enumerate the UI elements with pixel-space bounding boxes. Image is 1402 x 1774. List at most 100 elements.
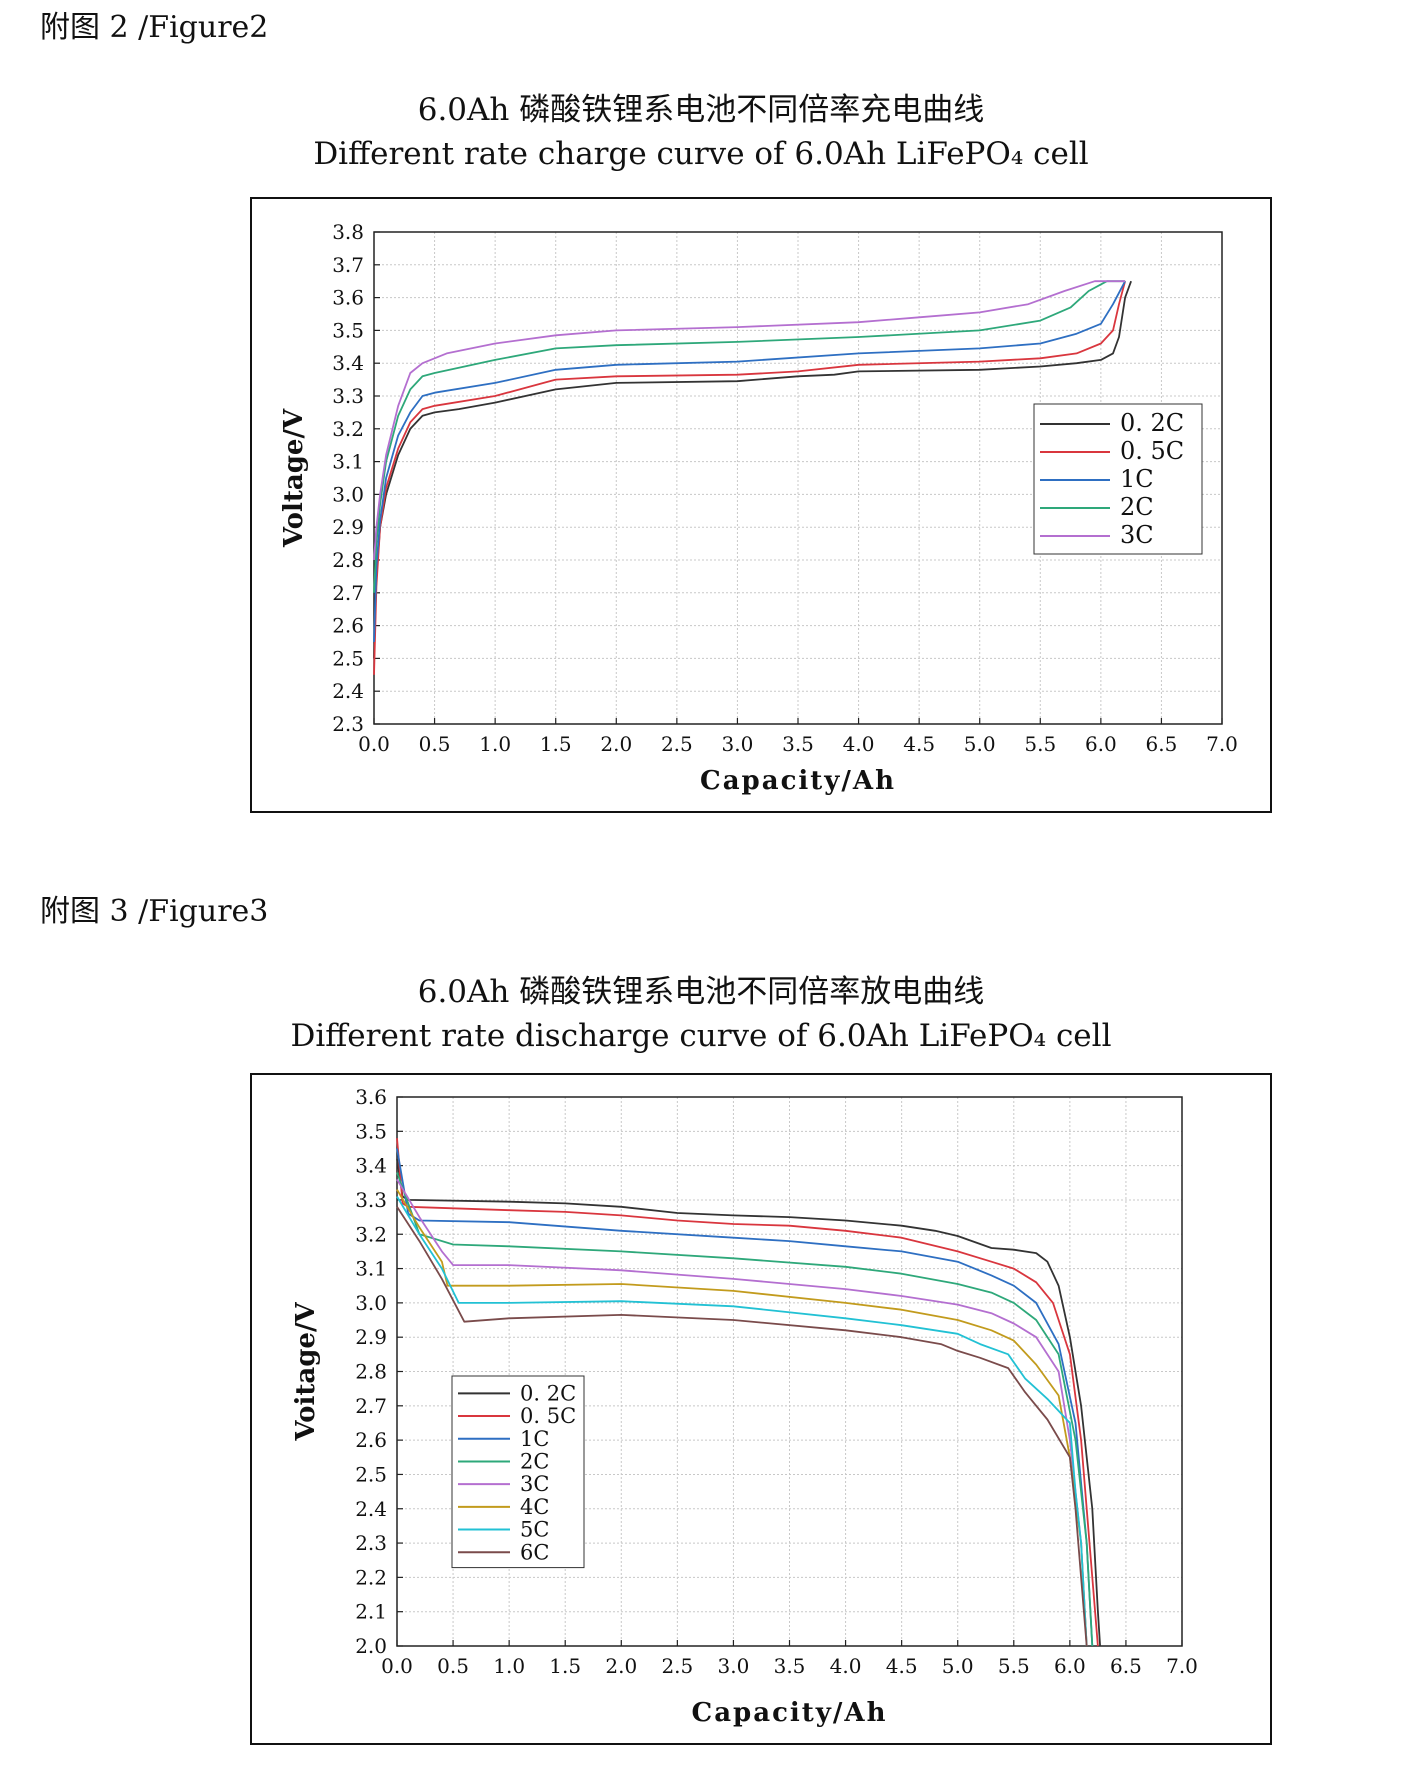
y-tick-label: 2.5 xyxy=(332,646,364,670)
y-tick-label: 2.9 xyxy=(332,515,364,539)
series-line-6c xyxy=(396,1206,1088,1647)
legend-label: 0. 5C xyxy=(520,1404,576,1428)
y-tick-label: 3.3 xyxy=(355,1188,387,1212)
y-tick-label: 2.1 xyxy=(355,1600,387,1624)
y-tick-label: 2.7 xyxy=(332,581,364,605)
y-axis-label: Voitage/V xyxy=(291,1302,321,1442)
x-tick-label: 4.5 xyxy=(886,1654,918,1678)
y-tick-label: 3.2 xyxy=(332,417,364,441)
legend-label: 3C xyxy=(520,1472,549,1496)
x-tick-label: 2.5 xyxy=(661,732,693,756)
x-tick-label: 0.0 xyxy=(381,1654,413,1678)
x-tick-label: 6.0 xyxy=(1085,732,1117,756)
legend-label: 2C xyxy=(1120,493,1154,521)
y-axis-label: Voltage/V xyxy=(279,408,309,548)
series-line-1c xyxy=(396,1148,1094,1647)
y-tick-label: 2.3 xyxy=(355,1531,387,1555)
y-tick-label: 2.4 xyxy=(332,679,364,703)
figure2-title-cn: 6.0Ah 磷酸铁锂系电池不同倍率充电曲线 xyxy=(417,92,985,128)
series-line-3c xyxy=(396,1178,1088,1647)
y-tick-label: 3.0 xyxy=(332,482,364,506)
x-tick-label: 4.0 xyxy=(843,732,875,756)
discharge-chart: 0.0 0.5 1.0 1.5 2.0 2.5 3.0 3.5 4.0 4.5 5.0 5.5 6.0 6… xyxy=(291,1085,1198,1728)
series-line-02c xyxy=(396,1158,1101,1647)
x-tick-label: 6.5 xyxy=(1146,732,1178,756)
legend-label: 1C xyxy=(1120,465,1154,493)
x-tick-label: 4.0 xyxy=(830,1654,862,1678)
x-tick-label: 2.0 xyxy=(600,732,632,756)
x-tick-label: 7.0 xyxy=(1206,732,1238,756)
x-axis-label: Capacity/Ah xyxy=(700,766,896,796)
figure2-frame xyxy=(250,197,1272,813)
y-tick-label: 3.3 xyxy=(332,384,364,408)
charge-chart: 0.0 0.5 1.0 1.5 2.0 2.5 3.0 3.5 4.0 4.5 5.0 5.5 6.0 6… xyxy=(279,220,1238,796)
y-tick-label: 3.0 xyxy=(355,1291,387,1315)
series-line-3c xyxy=(373,280,1126,561)
legend-box xyxy=(451,1375,585,1569)
legend-label: 0. 5C xyxy=(1120,437,1184,465)
figure3-frame xyxy=(250,1073,1272,1745)
x-tick-label: 3.5 xyxy=(782,732,814,756)
y-tick-label: 2.5 xyxy=(355,1462,387,1486)
legend-label: 4C xyxy=(520,1495,549,1519)
figure2-title-en: Different rate charge curve of 6.0Ah LiF… xyxy=(313,136,1089,172)
y-tick-label: 2.4 xyxy=(355,1497,387,1521)
x-tick-label: 0.5 xyxy=(437,1654,469,1678)
series-line-1c xyxy=(373,280,1126,643)
y-tick-label: 2.6 xyxy=(355,1428,387,1452)
y-tick-label: 3.6 xyxy=(355,1085,387,1109)
y-tick-label: 3.2 xyxy=(355,1222,387,1246)
y-tick-label: 2.8 xyxy=(332,548,364,572)
y-tick-label: 3.1 xyxy=(332,450,364,474)
x-tick-label: 5.5 xyxy=(998,1654,1030,1678)
legend-label: 5C xyxy=(520,1518,549,1542)
x-tick-label: 2.5 xyxy=(661,1654,693,1678)
y-tick-label: 3.5 xyxy=(332,318,364,342)
series-line-2c xyxy=(396,1172,1094,1647)
x-tick-label: 0.0 xyxy=(358,732,390,756)
y-tick-label: 2.0 xyxy=(355,1634,387,1658)
legend-label: 6C xyxy=(520,1540,549,1564)
y-tick-label: 3.4 xyxy=(332,351,364,375)
x-tick-label: 5.5 xyxy=(1024,732,1056,756)
x-tick-label: 0.5 xyxy=(419,732,451,756)
figure3-title-cn: 6.0Ah 磷酸铁锂系电池不同倍率放电曲线 xyxy=(417,974,985,1010)
x-tick-label: 2.0 xyxy=(605,1654,637,1678)
legend-label: 0. 2C xyxy=(1120,409,1184,437)
x-tick-label: 3.5 xyxy=(774,1654,806,1678)
series-line-05c xyxy=(373,280,1126,675)
y-tick-label: 2.3 xyxy=(332,712,364,736)
legend-label: 1C xyxy=(520,1427,549,1451)
series-line-5c xyxy=(396,1196,1088,1647)
legend-label: 3C xyxy=(1120,521,1154,549)
legend-label: 2C xyxy=(520,1449,549,1473)
y-tick-label: 3.8 xyxy=(332,220,364,244)
y-tick-label: 3.1 xyxy=(355,1257,387,1281)
x-tick-label: 1.5 xyxy=(549,1654,581,1678)
x-tick-label: 5.0 xyxy=(942,1654,974,1678)
series-line-05c xyxy=(396,1138,1099,1647)
figure3-label: 附图 3 /Figure3 xyxy=(40,894,269,929)
x-tick-label: 6.5 xyxy=(1110,1654,1142,1678)
x-tick-label: 7.0 xyxy=(1166,1654,1198,1678)
x-tick-label: 5.0 xyxy=(964,732,996,756)
x-axis-label: Capacity/Ah xyxy=(692,1698,888,1728)
x-tick-label: 1.0 xyxy=(493,1654,525,1678)
y-tick-label: 2.9 xyxy=(355,1325,387,1349)
y-tick-label: 3.5 xyxy=(355,1119,387,1143)
x-tick-label: 3.0 xyxy=(718,1654,750,1678)
x-tick-label: 6.0 xyxy=(1054,1654,1086,1678)
x-tick-label: 4.5 xyxy=(903,732,935,756)
y-tick-label: 2.8 xyxy=(355,1360,387,1384)
legend-label: 0. 2C xyxy=(520,1381,576,1405)
y-tick-label: 3.4 xyxy=(355,1154,387,1178)
series-line-02c xyxy=(373,280,1132,659)
figure2-label: 附图 2 /Figure2 xyxy=(40,10,269,45)
y-tick-label: 2.7 xyxy=(355,1394,387,1418)
series-line-2c xyxy=(373,280,1126,593)
x-tick-label: 3.0 xyxy=(722,732,754,756)
x-tick-label: 1.5 xyxy=(540,732,572,756)
y-tick-label: 2.6 xyxy=(332,614,364,638)
y-tick-label: 3.6 xyxy=(332,286,364,310)
figure3-title-en: Different rate discharge curve of 6.0Ah … xyxy=(290,1018,1112,1054)
